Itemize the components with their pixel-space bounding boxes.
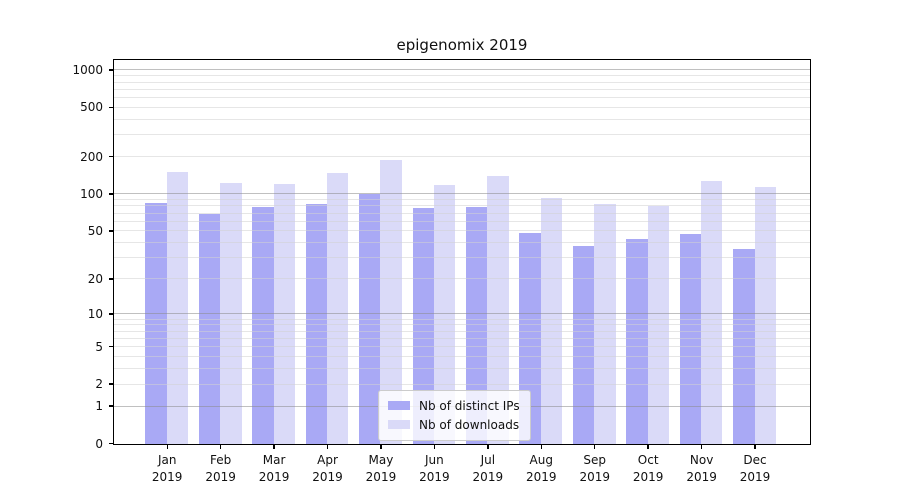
y-tick-mark — [109, 313, 113, 315]
bar-downloads — [701, 181, 723, 444]
y-tick-label: 1000 — [72, 62, 103, 77]
bar-downloads — [433, 185, 456, 444]
legend-swatch-downloads — [388, 420, 410, 429]
bar-downloads — [166, 172, 189, 444]
major-gridline — [114, 69, 810, 71]
minor-gridline — [114, 220, 810, 222]
y-tick-mark — [109, 442, 113, 445]
y-tick-mark — [109, 345, 113, 348]
x-tick-label-oct: Oct 2019 — [632, 453, 664, 484]
x-tick-mark — [647, 445, 649, 449]
x-tick-label-aug: Aug 2019 — [525, 453, 557, 484]
y-tick-mark — [109, 156, 113, 158]
y-tick-mark — [109, 193, 113, 195]
minor-gridline — [114, 324, 810, 326]
minor-gridline — [114, 106, 810, 108]
major-gridline — [114, 193, 810, 195]
minor-gridline — [114, 230, 810, 232]
x-tick-label-sep: Sep 2019 — [579, 453, 610, 484]
y-tick-mark — [109, 69, 113, 71]
x-tick-label-jun: Jun 2019 — [419, 453, 450, 484]
minor-gridline — [114, 205, 810, 207]
legend-item-distinct-ips: Nb of distinct IPs — [388, 396, 520, 415]
minor-gridline — [114, 97, 810, 99]
x-tick-mark — [433, 445, 436, 449]
x-tick-label-mar: Mar 2019 — [258, 453, 290, 484]
x-tick-mark — [540, 445, 542, 449]
x-tick-mark — [166, 445, 168, 449]
bar-distinct-ips — [626, 239, 648, 444]
legend-item-downloads: Nb of downloads — [388, 415, 520, 434]
y-tick-label: 2 — [95, 377, 103, 392]
minor-gridline — [114, 81, 810, 83]
y-tick-label: 200 — [80, 149, 103, 164]
major-gridline — [114, 313, 810, 315]
bar-distinct-ips — [412, 207, 434, 444]
x-tick-mark — [273, 445, 275, 449]
y-tick-mark — [109, 405, 113, 407]
x-tick-label-apr: Apr 2019 — [312, 453, 343, 484]
x-tick-label-nov: Nov 2019 — [686, 453, 717, 484]
y-tick-label: 5 — [95, 339, 103, 354]
y-tick-label: 500 — [80, 100, 103, 115]
bar-distinct-ips — [465, 207, 488, 444]
x-tick-mark — [754, 445, 756, 449]
y-tick-label: 20 — [87, 271, 103, 286]
chart-title: epigenomix 2019 — [396, 36, 528, 54]
minor-gridline — [114, 257, 810, 259]
x-tick-label-may: May 2019 — [365, 453, 397, 484]
bar-downloads — [754, 186, 776, 444]
y-tick-mark — [109, 383, 113, 385]
legend: Nb of distinct IPs Nb of downloads — [378, 390, 531, 441]
x-tick-mark — [326, 445, 329, 449]
x-tick-mark — [487, 445, 489, 449]
bar-distinct-ips — [198, 214, 221, 444]
minor-gridline — [114, 337, 810, 339]
y-tick-mark — [109, 278, 113, 280]
minor-gridline — [114, 355, 810, 357]
x-tick-mark — [219, 445, 222, 449]
y-tick-mark — [109, 230, 113, 232]
minor-gridline — [114, 330, 810, 332]
y-tick-mark — [109, 106, 113, 109]
y-tick-label: 10 — [87, 306, 103, 321]
legend-label-distinct-ips: Nb of distinct IPs — [419, 398, 520, 413]
minor-gridline — [114, 383, 810, 385]
x-tick-mark — [594, 445, 596, 449]
x-tick-mark — [700, 445, 703, 449]
plot-area — [113, 59, 811, 445]
y-tick-label: 0 — [95, 436, 103, 451]
bar-downloads — [487, 176, 509, 444]
bar-downloads — [327, 173, 349, 444]
bar-distinct-ips — [679, 233, 702, 444]
bar-downloads — [647, 206, 670, 444]
legend-swatch-distinct-ips — [388, 401, 410, 410]
x-tick-label-jan: Jan 2019 — [151, 453, 183, 484]
y-tick-label: 100 — [80, 186, 103, 201]
minor-gridline — [114, 368, 810, 370]
minor-gridline — [114, 199, 810, 201]
bar-distinct-ips — [252, 207, 274, 444]
y-tick-label: 50 — [87, 223, 103, 238]
x-tick-label-jul: Jul 2019 — [472, 453, 504, 484]
legend-label-downloads: Nb of downloads — [419, 417, 520, 432]
x-tick-label-feb: Feb 2019 — [205, 453, 236, 484]
minor-gridline — [114, 156, 810, 158]
x-tick-label-dec: Dec 2019 — [739, 453, 771, 484]
y-tick-label: 1 — [95, 399, 103, 414]
minor-gridline — [114, 242, 810, 244]
minor-gridline — [114, 346, 810, 348]
minor-gridline — [114, 118, 810, 120]
minor-gridline — [114, 134, 810, 136]
bar-distinct-ips — [572, 245, 595, 444]
x-tick-mark — [380, 445, 382, 449]
minor-gridline — [114, 88, 810, 90]
minor-gridline — [114, 318, 810, 320]
bar-downloads — [540, 198, 563, 444]
minor-gridline — [114, 278, 810, 280]
minor-gridline — [114, 75, 810, 77]
minor-gridline — [114, 212, 810, 214]
